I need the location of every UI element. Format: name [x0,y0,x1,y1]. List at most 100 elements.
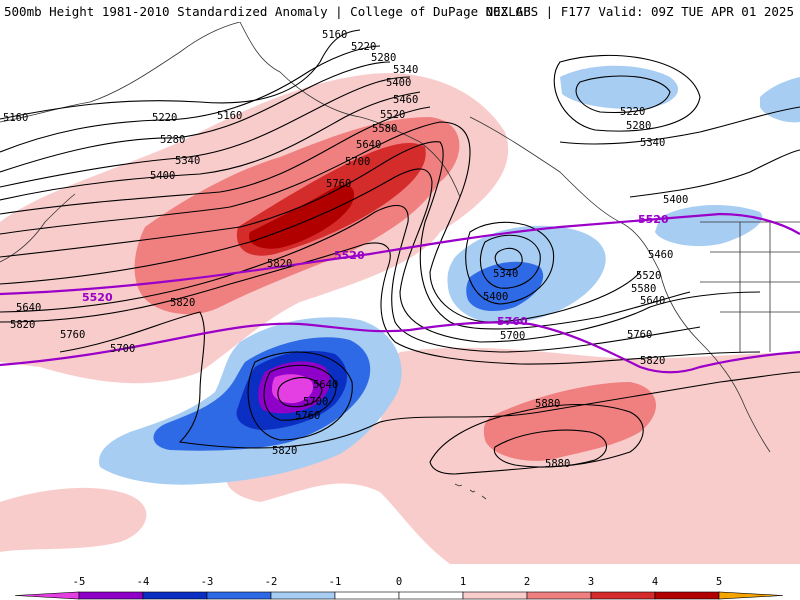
height-label: 5460 [393,94,418,106]
anomaly-neg1-ne2 [760,77,800,123]
height-label: 5640 [313,379,338,391]
height-label: 5280 [626,120,651,132]
height-contour-5340 [0,76,411,188]
height-label: 5520 [636,270,661,282]
height-contour-5160 [0,29,361,120]
height-contour-ne-low-5280 [553,54,701,132]
colorbar-tick-label: 5 [716,576,722,588]
height-label: 5820 [170,297,195,309]
thickness-label: 5520 [638,213,669,226]
height-contour-5760 [0,242,761,365]
height-label: 5880 [535,398,560,410]
thickness-label: 5520 [82,291,113,304]
height-label: 5820 [267,258,292,270]
title-bar: 500mb Height 1981-2010 Standardized Anom… [0,0,800,22]
height-labels: 5160 5220 5280 5340 5400 5460 5520 5580 … [3,29,688,470]
anomaly-map: 5160 5220 5280 5340 5400 5460 5520 5580 … [0,22,800,564]
height-label: 5340 [175,155,200,167]
colorbar-box [142,591,208,600]
colorbar-box [526,591,592,600]
product-title: 500mb Height 1981-2010 Standardized Anom… [4,4,531,19]
coastline-baja [699,341,771,453]
height-label: 5220 [620,106,645,118]
colorbar-tick-label: 1 [460,576,466,588]
colorbar-box [398,591,464,600]
colorbar-box [590,591,656,600]
height-contour-trough-low-5640 [277,377,323,408]
thickness-labels: 5520 5520 5520 5760 [82,213,669,328]
thickness-label: 5520 [334,249,365,262]
thickness-contour-5760 [0,321,800,374]
height-label: 5700 [500,330,525,342]
anomaly-pos1-west [0,487,147,552]
colorbar-boxes [14,591,784,600]
coastline-alaska [239,22,461,198]
colorbar-box [654,591,720,600]
height-label: 5640 [640,295,665,307]
height-label: 5220 [152,112,177,124]
anomaly-pos2-east [483,382,657,461]
colorbar-tick-label: -4 [137,576,150,588]
colorbar-box [462,591,528,600]
height-contour-trough-low-5760 [247,351,353,441]
model-valid-time: 00Z GFS | F177 Valid: 09Z TUE APR 01 202… [485,4,794,19]
coastline-hawaii [454,483,487,500]
height-label: 5160 [322,29,347,41]
coastline-japan [0,193,76,263]
anomaly-neg1-ne [560,65,679,110]
colorbar-arrow-high [718,591,784,600]
height-contour-5700 [0,204,701,353]
colorbar-arrow-low [14,591,80,600]
height-contour-ne-5400 [629,149,800,198]
colorbar-tick-label: 3 [588,576,594,588]
height-contour-5820 [59,311,800,449]
height-label: 5160 [3,112,28,124]
height-contour-5880-north [429,404,644,475]
height-label: 5400 [150,170,175,182]
height-contour-ne-low-5220 [575,75,671,113]
anomaly-shading [0,65,800,564]
colorbar-tick-label: 0 [396,576,402,588]
anomaly-neg5-trough [272,374,314,404]
colorbar-tick-label: -2 [265,576,278,588]
height-label: 5220 [351,41,376,53]
coastline-russia [0,22,241,123]
height-contour-ne-5340 [559,106,800,145]
height-contour-trough-low-5700 [263,364,337,421]
height-label: 5640 [16,302,41,314]
height-label: 5400 [483,291,508,303]
height-contour-5580 [0,141,691,330]
height-label: 5700 [345,156,370,168]
height-contour-cutoff-low-5340 [494,247,523,271]
thickness-contours [0,212,800,374]
height-label: 5280 [160,134,185,146]
height-label: 5760 [326,178,351,190]
height-contour-cutoff-low-5400 [480,234,541,289]
height-contour-5280 [0,61,391,173]
height-label: 5760 [295,410,320,422]
height-label: 5820 [10,319,35,331]
height-label: 5340 [393,64,418,76]
colorbar-tick-labels: -5 -4 -3 -2 -1 0 1 2 3 4 5 [73,576,722,588]
height-contour-5460 [0,106,431,215]
height-label: 5820 [272,445,297,457]
height-label: 5580 [631,283,656,295]
height-label: 5400 [386,77,411,89]
colorbar-tick-label: 4 [652,576,658,588]
height-label: 5400 [663,194,688,206]
thickness-contour-5520 [0,212,800,296]
colorbar-tick-label: -5 [73,576,86,588]
height-label: 5340 [493,268,518,280]
height-label: 5880 [545,458,570,470]
colorbar-box [78,591,144,600]
height-label: 5700 [303,396,328,408]
state-borders [700,221,800,352]
height-label: 5700 [110,343,135,355]
colorbar-box [334,591,400,600]
height-label: 5280 [371,52,396,64]
colorbar-box [270,591,336,600]
height-contour-5220 [0,45,381,153]
height-label: 5760 [60,329,85,341]
height-label: 5340 [640,137,665,149]
